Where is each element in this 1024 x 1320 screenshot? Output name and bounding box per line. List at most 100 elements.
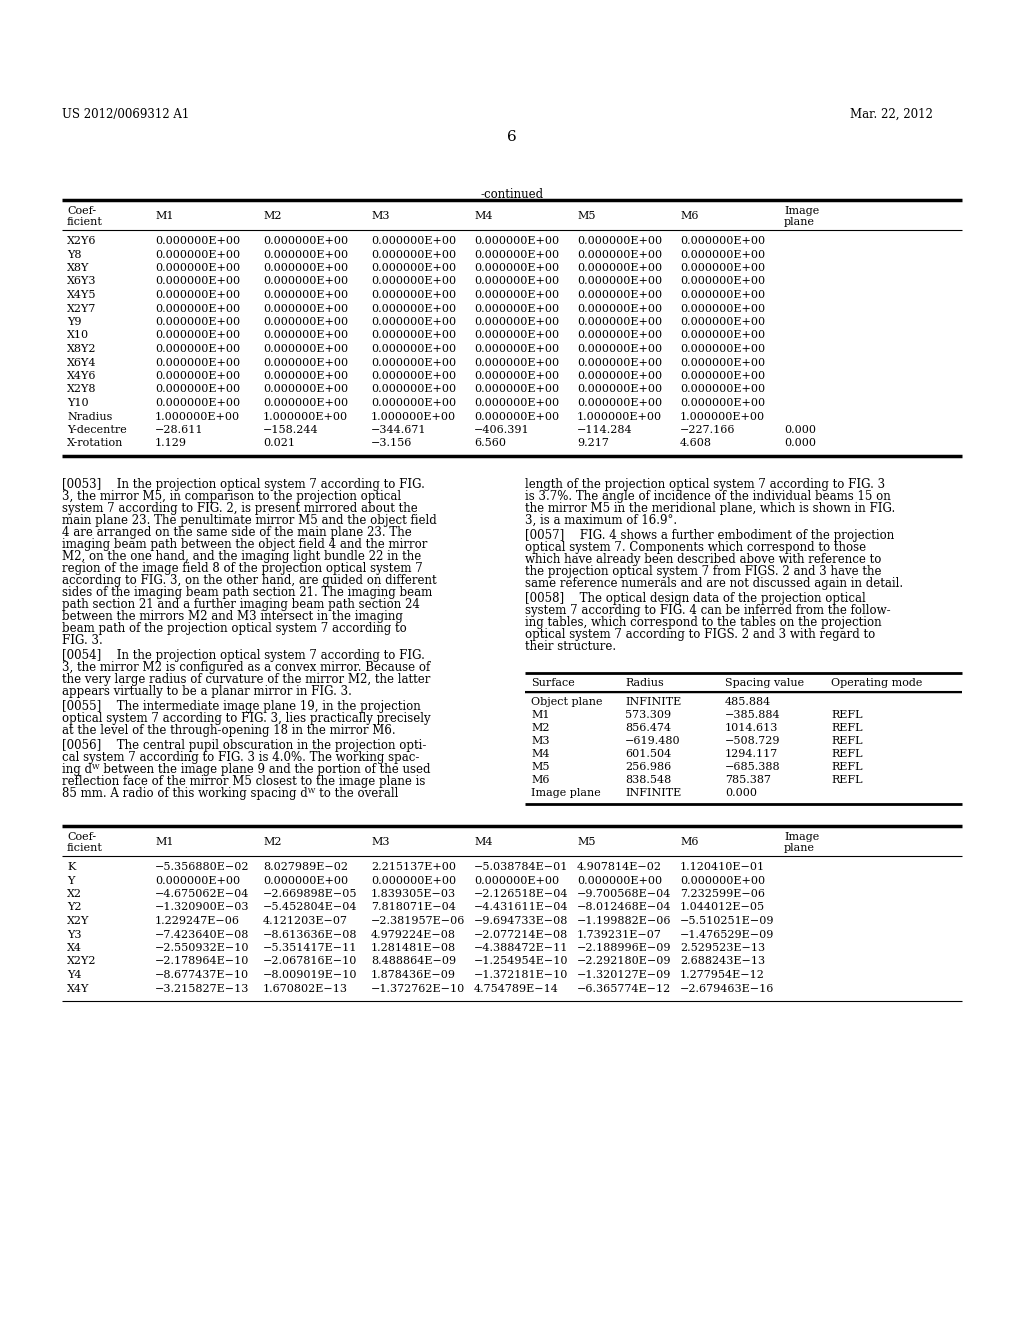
Text: 0.000000E+00: 0.000000E+00 <box>155 399 240 408</box>
Text: Image: Image <box>784 832 819 842</box>
Text: 4.907814E−02: 4.907814E−02 <box>577 862 662 873</box>
Text: 0.000000E+00: 0.000000E+00 <box>474 249 559 260</box>
Text: 0.000000E+00: 0.000000E+00 <box>155 263 240 273</box>
Text: −3.156: −3.156 <box>371 438 413 449</box>
Text: 0.000000E+00: 0.000000E+00 <box>263 249 348 260</box>
Text: 0.000000E+00: 0.000000E+00 <box>577 399 663 408</box>
Text: 2.688243E−13: 2.688243E−13 <box>680 957 765 966</box>
Text: 0.000000E+00: 0.000000E+00 <box>680 290 765 300</box>
Text: 0.000000E+00: 0.000000E+00 <box>155 317 240 327</box>
Text: −5.356880E−02: −5.356880E−02 <box>155 862 250 873</box>
Text: 3, the mirror M5, in comparison to the projection optical: 3, the mirror M5, in comparison to the p… <box>62 490 401 503</box>
Text: 0.000000E+00: 0.000000E+00 <box>680 317 765 327</box>
Text: Y3: Y3 <box>67 929 82 940</box>
Text: 0.000000E+00: 0.000000E+00 <box>474 317 559 327</box>
Text: 2.215137E+00: 2.215137E+00 <box>371 862 456 873</box>
Text: 1.129: 1.129 <box>155 438 187 449</box>
Text: 0.000000E+00: 0.000000E+00 <box>680 358 765 367</box>
Text: Operating mode: Operating mode <box>831 678 923 688</box>
Text: −2.077214E−08: −2.077214E−08 <box>474 929 568 940</box>
Text: 0.000000E+00: 0.000000E+00 <box>155 384 240 395</box>
Text: X6Y4: X6Y4 <box>67 358 96 367</box>
Text: −2.067816E−10: −2.067816E−10 <box>263 957 357 966</box>
Text: same reference numerals and are not discussed again in detail.: same reference numerals and are not disc… <box>525 577 903 590</box>
Text: M2: M2 <box>263 837 282 847</box>
Text: Y9: Y9 <box>67 317 82 327</box>
Text: [0054]  In the projection optical system 7 according to FIG.: [0054] In the projection optical system … <box>62 649 425 663</box>
Text: 1.000000E+00: 1.000000E+00 <box>371 412 456 421</box>
Text: system 7 according to FIG. 4 can be inferred from the follow-: system 7 according to FIG. 4 can be infe… <box>525 605 891 616</box>
Text: M4: M4 <box>474 837 493 847</box>
Text: 0.000: 0.000 <box>784 425 816 436</box>
Text: 85 mm. A radio of this working spacing dᵂ to the overall: 85 mm. A radio of this working spacing d… <box>62 787 398 800</box>
Text: Image plane: Image plane <box>531 788 601 799</box>
Text: 0.000: 0.000 <box>784 438 816 449</box>
Text: 0.000000E+00: 0.000000E+00 <box>474 371 559 381</box>
Text: −8.009019E−10: −8.009019E−10 <box>263 970 357 979</box>
Text: path section 21 and a further imaging beam path section 24: path section 21 and a further imaging be… <box>62 598 420 611</box>
Text: INFINITE: INFINITE <box>625 697 681 708</box>
Text: 0.000000E+00: 0.000000E+00 <box>155 304 240 314</box>
Text: which have already been described above with reference to: which have already been described above … <box>525 553 882 566</box>
Text: cal system 7 according to FIG. 3 is 4.0%. The working spac-: cal system 7 according to FIG. 3 is 4.0%… <box>62 751 420 764</box>
Text: 1.878436E−09: 1.878436E−09 <box>371 970 456 979</box>
Text: REFL: REFL <box>831 748 862 759</box>
Text: −28.611: −28.611 <box>155 425 204 436</box>
Text: Spacing value: Spacing value <box>725 678 804 688</box>
Text: M5: M5 <box>531 762 550 772</box>
Text: 0.000000E+00: 0.000000E+00 <box>474 263 559 273</box>
Text: X6Y3: X6Y3 <box>67 276 96 286</box>
Text: 8.488864E−09: 8.488864E−09 <box>371 957 456 966</box>
Text: 0.000000E+00: 0.000000E+00 <box>263 290 348 300</box>
Text: [0053]  In the projection optical system 7 according to FIG.: [0053] In the projection optical system … <box>62 478 425 491</box>
Text: M2: M2 <box>531 723 550 733</box>
Text: −8.677437E−10: −8.677437E−10 <box>155 970 249 979</box>
Text: 0.000000E+00: 0.000000E+00 <box>680 875 765 886</box>
Text: [0055]  The intermediate image plane 19, in the projection: [0055] The intermediate image plane 19, … <box>62 700 421 713</box>
Text: X2Y: X2Y <box>67 916 89 927</box>
Text: 3, is a maximum of 16.9°.: 3, is a maximum of 16.9°. <box>525 513 677 527</box>
Text: 0.000000E+00: 0.000000E+00 <box>680 304 765 314</box>
Text: X2Y2: X2Y2 <box>67 957 96 966</box>
Text: 0.000000E+00: 0.000000E+00 <box>577 330 663 341</box>
Text: −685.388: −685.388 <box>725 762 780 772</box>
Text: −2.126518E−04: −2.126518E−04 <box>474 888 568 899</box>
Text: ficient: ficient <box>67 843 102 853</box>
Text: 0.000000E+00: 0.000000E+00 <box>155 358 240 367</box>
Text: 4.608: 4.608 <box>680 438 712 449</box>
Text: 0.000000E+00: 0.000000E+00 <box>263 371 348 381</box>
Text: 0.000000E+00: 0.000000E+00 <box>577 263 663 273</box>
Text: −2.381957E−06: −2.381957E−06 <box>371 916 465 927</box>
Text: Radius: Radius <box>625 678 664 688</box>
Text: M3: M3 <box>371 211 389 220</box>
Text: 4.121203E−07: 4.121203E−07 <box>263 916 348 927</box>
Text: 0.000000E+00: 0.000000E+00 <box>680 384 765 395</box>
Text: −4.675062E−04: −4.675062E−04 <box>155 888 250 899</box>
Text: reflection face of the mirror M5 closest to the image plane is: reflection face of the mirror M5 closest… <box>62 775 425 788</box>
Text: −114.284: −114.284 <box>577 425 633 436</box>
Text: −2.178964E−10: −2.178964E−10 <box>155 957 250 966</box>
Text: ing dᵂ between the image plane 9 and the portion of the used: ing dᵂ between the image plane 9 and the… <box>62 763 430 776</box>
Text: −5.510251E−09: −5.510251E−09 <box>680 916 774 927</box>
Text: 785.387: 785.387 <box>725 775 771 785</box>
Text: 1.000000E+00: 1.000000E+00 <box>155 412 240 421</box>
Text: 0.021: 0.021 <box>263 438 295 449</box>
Text: M2: M2 <box>263 211 282 220</box>
Text: 2.529523E−13: 2.529523E−13 <box>680 942 765 953</box>
Text: −7.423640E−08: −7.423640E−08 <box>155 929 250 940</box>
Text: −227.166: −227.166 <box>680 425 735 436</box>
Text: X4Y6: X4Y6 <box>67 371 96 381</box>
Text: −9.694733E−08: −9.694733E−08 <box>474 916 568 927</box>
Text: −3.215827E−13: −3.215827E−13 <box>155 983 250 994</box>
Text: 0.000000E+00: 0.000000E+00 <box>155 249 240 260</box>
Text: X4Y: X4Y <box>67 983 89 994</box>
Text: 1.044012E−05: 1.044012E−05 <box>680 903 765 912</box>
Text: M3: M3 <box>371 837 389 847</box>
Text: 0.000000E+00: 0.000000E+00 <box>263 399 348 408</box>
Text: X4Y5: X4Y5 <box>67 290 96 300</box>
Text: REFL: REFL <box>831 762 862 772</box>
Text: 0.000000E+00: 0.000000E+00 <box>680 236 765 246</box>
Text: FIG. 3.: FIG. 3. <box>62 634 102 647</box>
Text: −406.391: −406.391 <box>474 425 529 436</box>
Text: −1.372762E−10: −1.372762E−10 <box>371 983 465 994</box>
